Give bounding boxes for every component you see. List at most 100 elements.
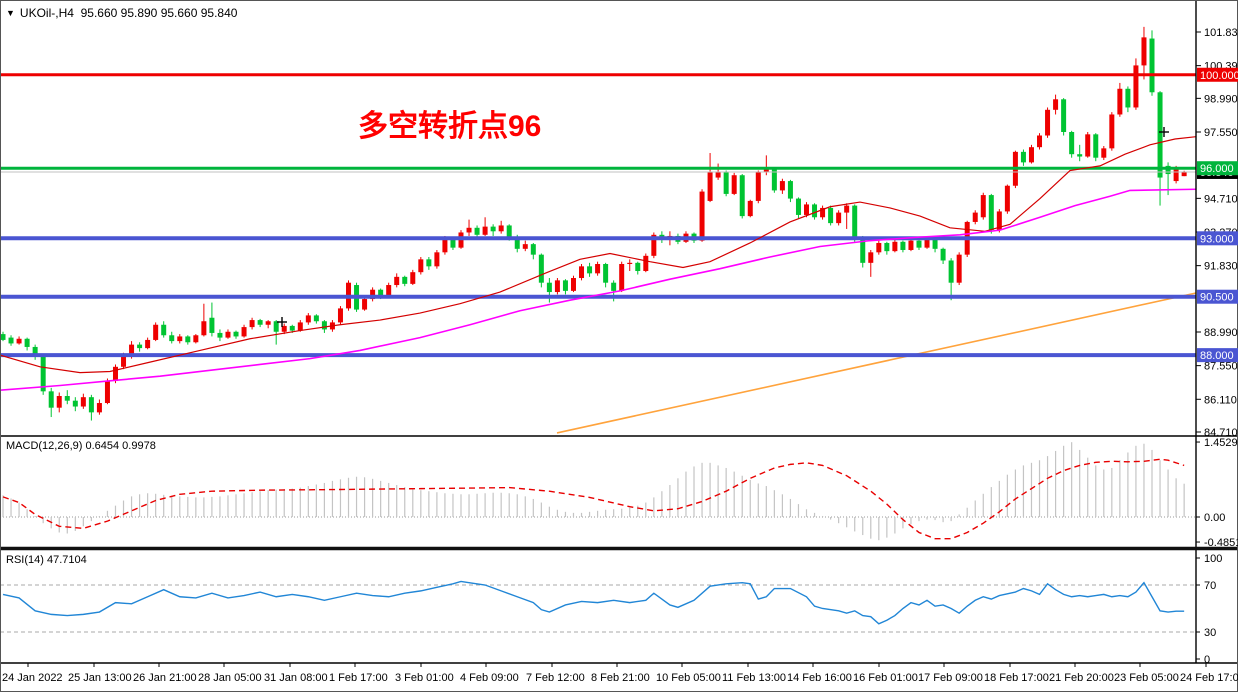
time-tick-label: 17 Feb 09:00 <box>918 672 983 684</box>
candle-up <box>1117 88 1123 115</box>
time-tick-label: 14 Feb 16:00 <box>787 672 852 684</box>
candle-up <box>570 278 576 291</box>
candle-down <box>185 336 191 343</box>
time-tick-label: 21 Feb 20:00 <box>1049 672 1114 684</box>
candle-up <box>1109 114 1115 149</box>
candle-down <box>48 391 54 408</box>
candle-up <box>627 262 633 265</box>
candle-up <box>715 171 721 178</box>
candle-down <box>273 321 279 332</box>
candle-up <box>595 264 601 274</box>
candle-down <box>72 400 78 407</box>
time-tick-label: 28 Jan 05:00 <box>198 672 262 684</box>
time-tick-label: 24 Jan 2022 <box>2 672 63 684</box>
candle-down <box>474 227 480 235</box>
candle-up <box>104 380 110 404</box>
candle-down <box>169 335 175 342</box>
candle-down <box>217 332 223 338</box>
candle-up <box>1173 168 1179 182</box>
candle-up <box>56 396 62 408</box>
candle-down <box>812 204 818 218</box>
candle-down <box>530 244 536 255</box>
candle-up <box>643 255 649 272</box>
candle-up <box>121 356 127 367</box>
price-badge-93.000: 93.000 <box>1197 231 1238 246</box>
price-badge-label: 90.500 <box>1200 292 1234 304</box>
candle-down <box>739 175 745 217</box>
trendline-orange[interactable] <box>556 292 1197 434</box>
candle-down <box>538 254 544 283</box>
macd-indicator-label: MACD(12,26,9) 0.6454 0.9978 <box>6 440 156 452</box>
candle-up <box>1004 185 1010 212</box>
candle-up <box>1141 37 1147 66</box>
price-tick-label: 88.990 <box>1204 327 1238 339</box>
candle-down <box>514 237 520 249</box>
candle-down <box>587 266 593 274</box>
candle-down <box>1157 92 1163 178</box>
candle-down <box>828 207 834 224</box>
macd-tick-label: -0.4851 <box>1204 537 1238 549</box>
candle-down <box>900 241 906 250</box>
rsi-tick-label: 30 <box>1204 627 1216 639</box>
ohlc-high: 95.890 <box>120 6 158 20</box>
candle-down <box>1020 151 1026 163</box>
candle-up <box>193 335 199 343</box>
candle-down <box>24 338 30 347</box>
candle-up <box>731 175 737 194</box>
candle-down <box>635 262 641 272</box>
candle-up <box>466 227 472 233</box>
rsi-line <box>2 580 1185 625</box>
candle-down <box>603 264 609 283</box>
ma-fast-red <box>0 136 1197 374</box>
annotation-text[interactable]: 多空转折点96 <box>358 110 542 143</box>
candle-up <box>876 242 882 253</box>
price-tick-label: 91.830 <box>1204 261 1238 273</box>
time-tick-label: 10 Feb 05:00 <box>656 672 721 684</box>
candle-up <box>1053 99 1059 110</box>
candle-up <box>225 331 231 338</box>
candle-down <box>8 337 14 344</box>
time-tick-label: 8 Feb 21:00 <box>591 672 650 684</box>
price-badge-label: 96.000 <box>1200 163 1234 175</box>
candle-down <box>1149 38 1155 93</box>
time-tick-label: 26 Jan 21:00 <box>133 672 197 684</box>
candle-up <box>699 191 705 241</box>
candle-up <box>337 308 343 323</box>
candle-up <box>1045 109 1051 136</box>
candle-down <box>948 260 954 283</box>
candle-down <box>378 289 384 296</box>
candle-up <box>145 339 151 349</box>
symbol-dropdown-icon[interactable]: ▼ <box>6 8 15 18</box>
candle-up <box>779 181 785 191</box>
time-tick-label: 3 Feb 01:00 <box>395 672 454 684</box>
candle-up <box>554 280 560 293</box>
candle-down <box>852 205 858 239</box>
candle-down <box>88 397 94 413</box>
candle-down <box>32 346 38 357</box>
time-tick-label: 24 Feb 17:00 <box>1180 672 1238 684</box>
candle-down <box>40 356 46 392</box>
candle-up <box>996 211 1002 231</box>
candle-down <box>916 240 922 248</box>
candle-down <box>562 280 568 291</box>
time-tick-label: 16 Feb 01:00 <box>853 672 918 684</box>
candle-up <box>651 234 657 256</box>
candle-up <box>482 226 488 235</box>
candle-down <box>1165 165 1171 175</box>
macd-tick-label: 0.00 <box>1204 512 1225 524</box>
crosshair-marker <box>277 317 287 327</box>
candle-up <box>836 212 842 224</box>
candle-up <box>579 266 585 279</box>
candle-down <box>233 331 239 337</box>
price-badge-100.000: 100.000 <box>1197 67 1238 82</box>
ohlc-close: 95.840 <box>200 6 238 20</box>
candle-up <box>908 240 914 250</box>
symbol-period-label: UKOil-,H4 <box>19 6 74 20</box>
candle-up <box>820 207 826 218</box>
macd-tick-label: 1.4529 <box>1204 437 1238 449</box>
candle-down <box>161 324 167 336</box>
candle-down <box>988 195 994 231</box>
candle-up <box>370 289 376 300</box>
